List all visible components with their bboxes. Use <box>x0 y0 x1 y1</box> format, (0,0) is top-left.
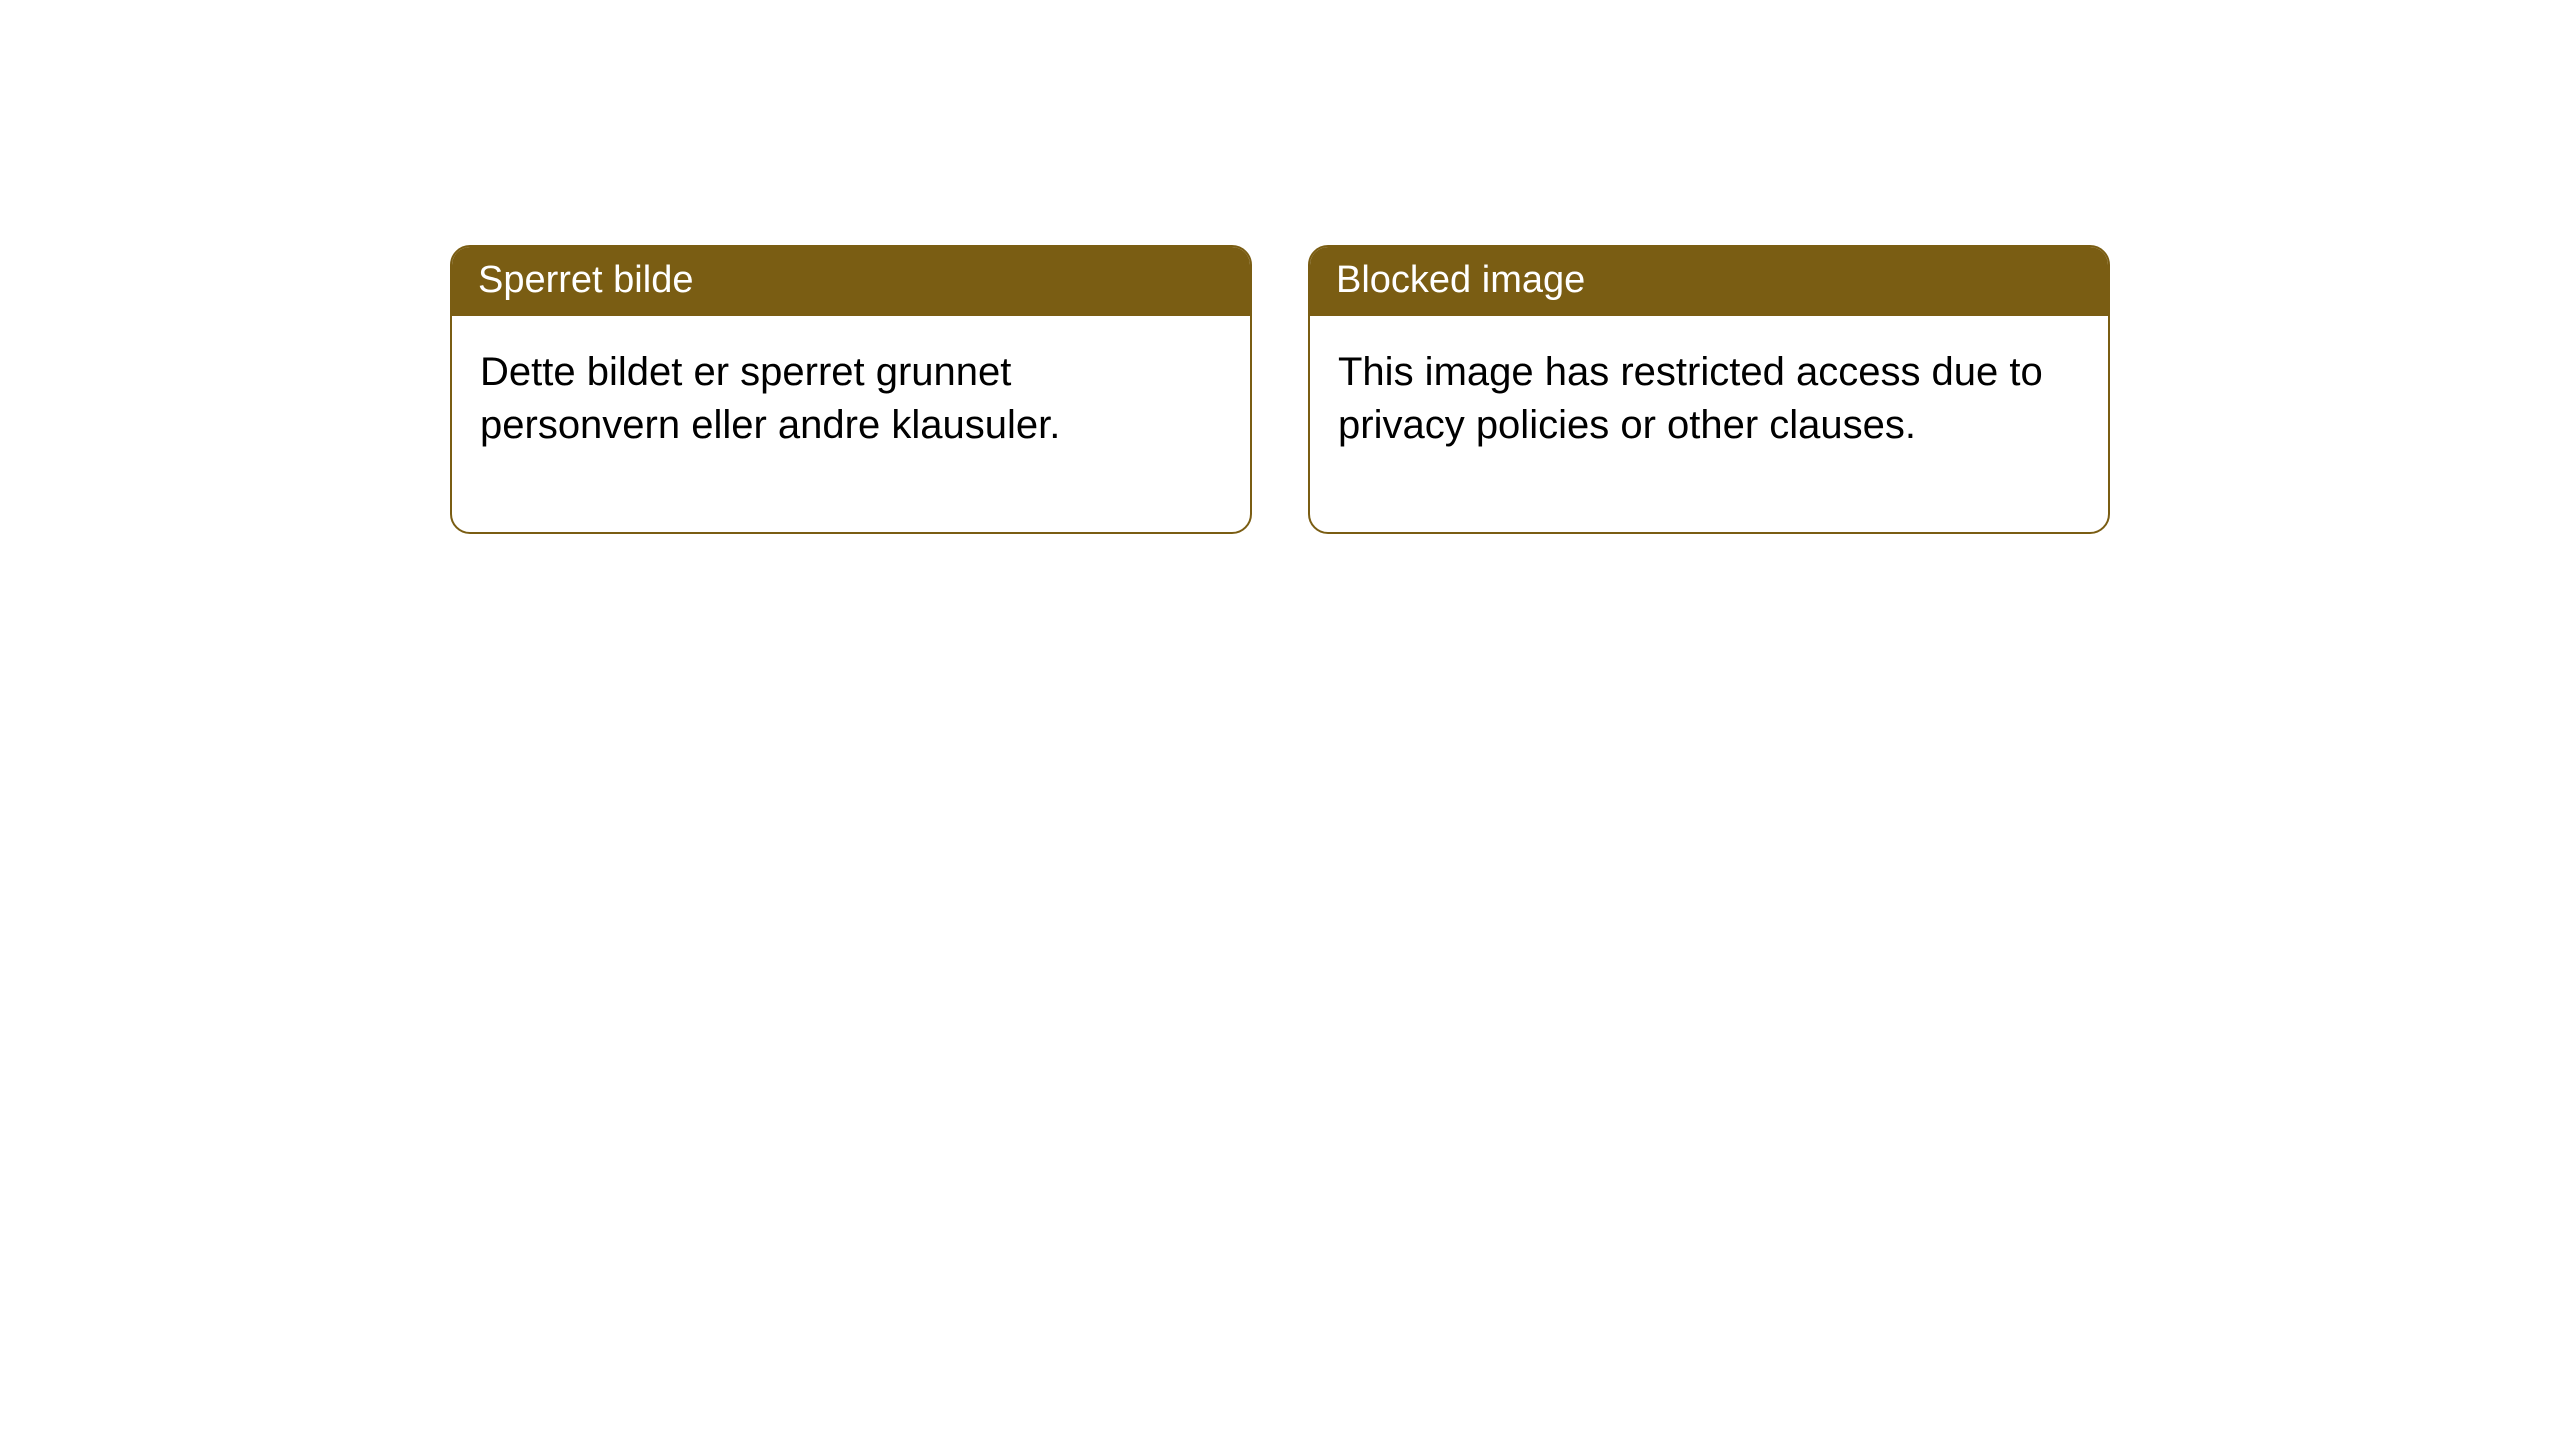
card-body-en: This image has restricted access due to … <box>1310 316 2108 532</box>
blocked-image-card-no: Sperret bilde Dette bildet er sperret gr… <box>450 245 1252 534</box>
card-header-no: Sperret bilde <box>452 247 1250 316</box>
card-header-en: Blocked image <box>1310 247 2108 316</box>
blocked-image-card-en: Blocked image This image has restricted … <box>1308 245 2110 534</box>
card-body-no: Dette bildet er sperret grunnet personve… <box>452 316 1250 532</box>
card-container: Sperret bilde Dette bildet er sperret gr… <box>0 0 2560 534</box>
